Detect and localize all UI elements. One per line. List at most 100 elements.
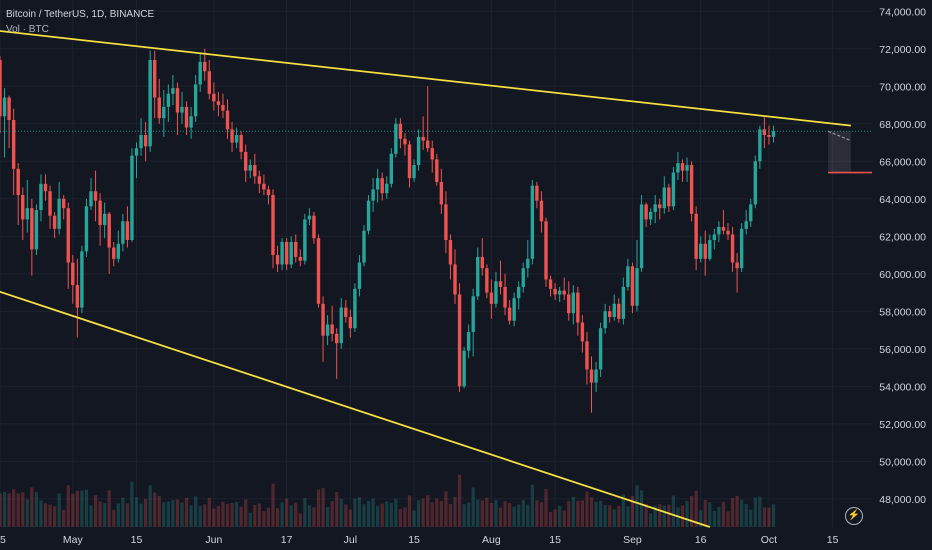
x-tick-label: Sep [623, 534, 642, 546]
volume-bar [717, 507, 721, 527]
volume-bar [667, 504, 671, 527]
candle-body [371, 189, 375, 201]
candle-body [421, 136, 425, 141]
x-tick-label: Oct [761, 534, 777, 546]
time-axis[interactable]: 15 May 15 Jun 17 Jul 15 Aug 15 Sep 16 Oct 15 [0, 534, 839, 546]
volume-bar [25, 499, 29, 527]
volume-bar [448, 504, 453, 527]
candle-body [671, 172, 676, 207]
lightning-icon[interactable]: ⚡ [845, 507, 863, 525]
volume-bar [53, 506, 57, 527]
y-tick-label: 66,000.00 [879, 156, 926, 168]
candle-body [11, 120, 16, 169]
candle-body [457, 294, 462, 387]
candle-body [89, 191, 93, 207]
candle-body [348, 316, 353, 329]
y-tick-label: 54,000.00 [879, 381, 926, 393]
candle-body [125, 221, 130, 241]
candle-body [708, 240, 712, 259]
candle-body [612, 303, 616, 317]
volume-bar [43, 503, 48, 527]
volume-bar [7, 493, 11, 527]
volume-bar [421, 498, 425, 527]
volume-bar [321, 488, 325, 527]
volume-bar [653, 505, 657, 527]
candle-body [576, 292, 580, 323]
candle-body [571, 292, 575, 314]
candle-body [689, 165, 694, 214]
volume-bar [280, 502, 284, 527]
x-tick-label: 15 [408, 534, 420, 546]
candle-body [84, 206, 89, 252]
volume-bar [539, 502, 544, 527]
forecast-zone [828, 131, 851, 173]
volume-bar [353, 498, 357, 527]
volume-bar [153, 492, 157, 527]
x-tick-label: 16 [695, 534, 707, 546]
candle-body [175, 88, 180, 113]
candle-body [385, 183, 389, 194]
candle-body [712, 234, 717, 241]
candle-body [466, 331, 471, 351]
candle-body [366, 200, 371, 231]
candle-body [207, 71, 211, 94]
volume-bar [121, 497, 125, 527]
volume-bar [544, 488, 548, 527]
y-tick-label: 60,000.00 [879, 269, 926, 281]
volume-bar [266, 507, 271, 527]
volume-bar [426, 495, 430, 527]
volume-bar [84, 489, 89, 527]
candle-body [193, 84, 198, 117]
candlestick-series [0, 48, 776, 413]
volume-bar [685, 500, 689, 527]
candle-body [216, 101, 221, 106]
volume-bar [344, 504, 348, 527]
volume-bar [303, 498, 307, 527]
volume-bar [558, 506, 562, 527]
volume-bar [21, 492, 25, 527]
candle-body [7, 97, 11, 121]
volume-bar [489, 502, 493, 527]
volume-bar [771, 504, 776, 527]
symbol-title[interactable]: Bitcoin / TetherUS, 1D, BINANCE [6, 9, 155, 20]
volume-bar [626, 506, 630, 527]
candle-body [767, 135, 771, 137]
candle-body [116, 243, 120, 259]
volume-bar [130, 481, 134, 527]
candle-body [489, 292, 494, 304]
volume-bar [34, 492, 38, 527]
volume-bar [576, 500, 580, 527]
candle-body [71, 262, 75, 286]
volume-bar [80, 490, 84, 527]
volume-bar [148, 485, 152, 527]
volume-bar [535, 500, 539, 527]
candle-body [412, 165, 416, 179]
volume-bar [580, 500, 584, 527]
candle-body [448, 240, 453, 265]
candle-body [658, 204, 662, 209]
volume-bar [235, 502, 239, 527]
volume-bar [103, 503, 107, 527]
volume-label[interactable]: Vol · BTC [6, 24, 49, 35]
volume-bar [376, 505, 380, 527]
candle-body [444, 204, 448, 241]
candle-body [439, 181, 444, 205]
volume-bar [62, 509, 66, 527]
price-axis[interactable]: 48,000.00 50,000.00 52,000.00 54,000.00 56,0… [879, 6, 926, 506]
volume-bar [362, 504, 366, 527]
volume-bar [480, 500, 484, 527]
volume-bar [335, 492, 339, 527]
volume-bar [221, 501, 225, 527]
volume-bar [612, 509, 616, 527]
volume-bar [380, 503, 384, 527]
trendline-layer[interactable] [0, 30, 872, 528]
volume-bar [394, 498, 398, 527]
volume-bar [203, 504, 207, 527]
volume-bar [75, 490, 79, 527]
volume-bar [412, 510, 416, 527]
candle-body [357, 262, 362, 289]
volume-bar [562, 510, 566, 527]
candle-body [143, 135, 148, 147]
volume-bar [48, 504, 52, 527]
